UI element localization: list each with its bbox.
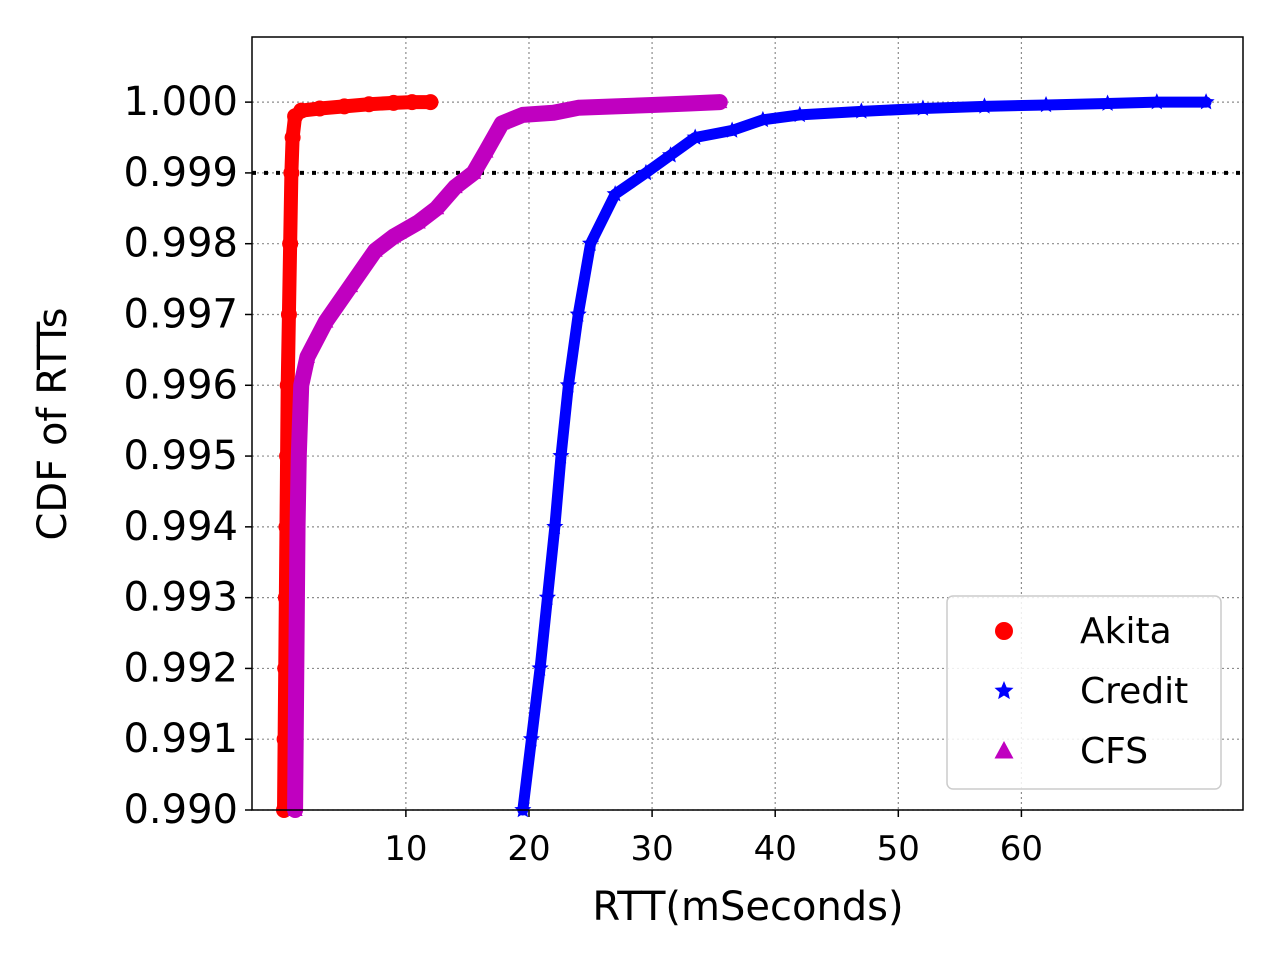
y-tick-label: 0.999 — [123, 150, 238, 196]
data-point — [289, 518, 306, 533]
legend-marker — [994, 741, 1014, 759]
y-tick-label: 0.996 — [123, 362, 238, 408]
data-point — [422, 94, 439, 111]
y-tick-label: 0.992 — [123, 645, 238, 691]
data-point — [311, 100, 328, 117]
data-point — [1037, 95, 1055, 113]
data-point — [299, 348, 315, 363]
data-point — [607, 98, 623, 113]
y-tick-label: 0.995 — [123, 433, 238, 479]
legend-entry: Credit — [994, 671, 1188, 712]
plot-frame — [251, 36, 1244, 811]
y-axis-ticks: 0.990 0.991 0.992 0.993 0.994 0.995 0.996 0.997… — [123, 79, 252, 833]
data-point — [367, 242, 383, 257]
y-axis-label: CDF of RTTs — [30, 308, 76, 541]
data-point — [410, 214, 426, 229]
data-point — [914, 99, 932, 116]
data-point — [385, 228, 402, 243]
data-point — [478, 143, 494, 158]
data-point — [569, 305, 587, 322]
data-point — [288, 731, 304, 746]
data-point — [465, 164, 482, 179]
x-tick-label: 40 — [754, 829, 797, 869]
data-point — [293, 377, 309, 392]
legend-label: Akita — [1080, 611, 1172, 652]
data-point — [279, 377, 296, 394]
data-point — [681, 95, 697, 110]
data-point — [712, 94, 728, 109]
y-tick-label: 0.991 — [123, 716, 238, 762]
y-tick-label: 0.998 — [123, 221, 238, 267]
x-tick-label: 50 — [877, 829, 920, 869]
y-tick-label: 0.993 — [123, 575, 238, 621]
data-point — [852, 102, 870, 119]
data-point — [686, 128, 704, 145]
legend-marker — [994, 681, 1014, 700]
legend-marker — [995, 622, 1013, 640]
data-point — [514, 801, 532, 818]
data-point — [284, 129, 301, 146]
data-point — [975, 97, 994, 114]
legend-entry: CFS — [994, 731, 1148, 772]
data-point — [637, 163, 655, 181]
y-tick-label: 0.994 — [123, 504, 238, 550]
data-point — [531, 659, 549, 676]
data-point — [360, 96, 377, 113]
data-point — [447, 179, 463, 194]
data-point — [282, 235, 299, 252]
data-point — [494, 115, 510, 130]
data-point — [559, 376, 577, 393]
data-point — [342, 278, 359, 293]
data-point — [293, 102, 310, 119]
data-point — [515, 106, 531, 121]
x-tick-label: 30 — [630, 829, 673, 869]
x-tick-label: 20 — [507, 829, 550, 869]
data-point — [538, 588, 557, 605]
legend-entry: Akita — [995, 611, 1172, 652]
data-point — [291, 448, 307, 463]
legend-box — [946, 595, 1222, 790]
legend-label: CFS — [1080, 731, 1148, 772]
data-point — [288, 660, 304, 675]
data-point — [546, 104, 562, 119]
data-point — [662, 146, 680, 163]
data-point — [289, 589, 305, 604]
x-tick-label: 60 — [1000, 829, 1043, 869]
data-point — [283, 164, 300, 181]
x-axis-ticks: 10 20 30 40 50 60 — [384, 810, 1043, 869]
data-point — [287, 802, 303, 816]
data-point — [546, 517, 564, 535]
data-point — [1099, 94, 1117, 111]
series-credit — [514, 93, 1215, 818]
y-tick-label: 0.990 — [123, 787, 238, 833]
data-point — [791, 105, 809, 123]
y-tick-label: 0.997 — [123, 291, 238, 337]
data-point — [552, 447, 570, 464]
series-cfs — [287, 94, 728, 818]
data-point — [723, 121, 741, 138]
data-point — [404, 94, 421, 111]
data-point — [570, 99, 586, 114]
data-point — [522, 730, 541, 747]
data-point — [606, 185, 624, 202]
data-point — [1148, 93, 1166, 110]
legend-label: Credit — [1080, 671, 1188, 712]
data-point — [318, 313, 334, 328]
data-point — [429, 200, 445, 215]
legend-entries: Akita Credit CFS — [994, 611, 1188, 772]
series-layer — [276, 93, 1215, 818]
y-tick-label: 1.000 — [123, 79, 238, 125]
data-point — [336, 98, 353, 115]
data-point — [280, 306, 297, 323]
data-point — [754, 110, 772, 128]
data-point — [644, 96, 660, 111]
data-point — [581, 234, 600, 251]
data-point — [385, 94, 402, 111]
x-tick-label: 10 — [384, 829, 427, 869]
data-point — [1197, 93, 1215, 110]
legend: Akita Credit CFS — [946, 595, 1222, 790]
x-axis-label: RTT(mSeconds) — [592, 884, 903, 930]
